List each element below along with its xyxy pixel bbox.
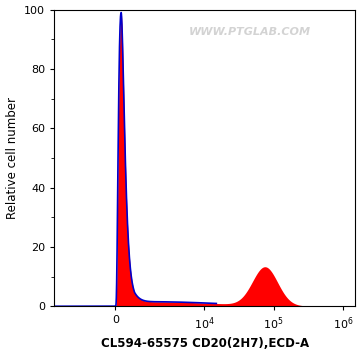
Y-axis label: Relative cell number: Relative cell number [5,97,18,219]
X-axis label: CL594-65575 CD20(2H7),ECD-A: CL594-65575 CD20(2H7),ECD-A [101,337,309,350]
Text: WWW.PTGLAB.COM: WWW.PTGLAB.COM [189,27,311,37]
